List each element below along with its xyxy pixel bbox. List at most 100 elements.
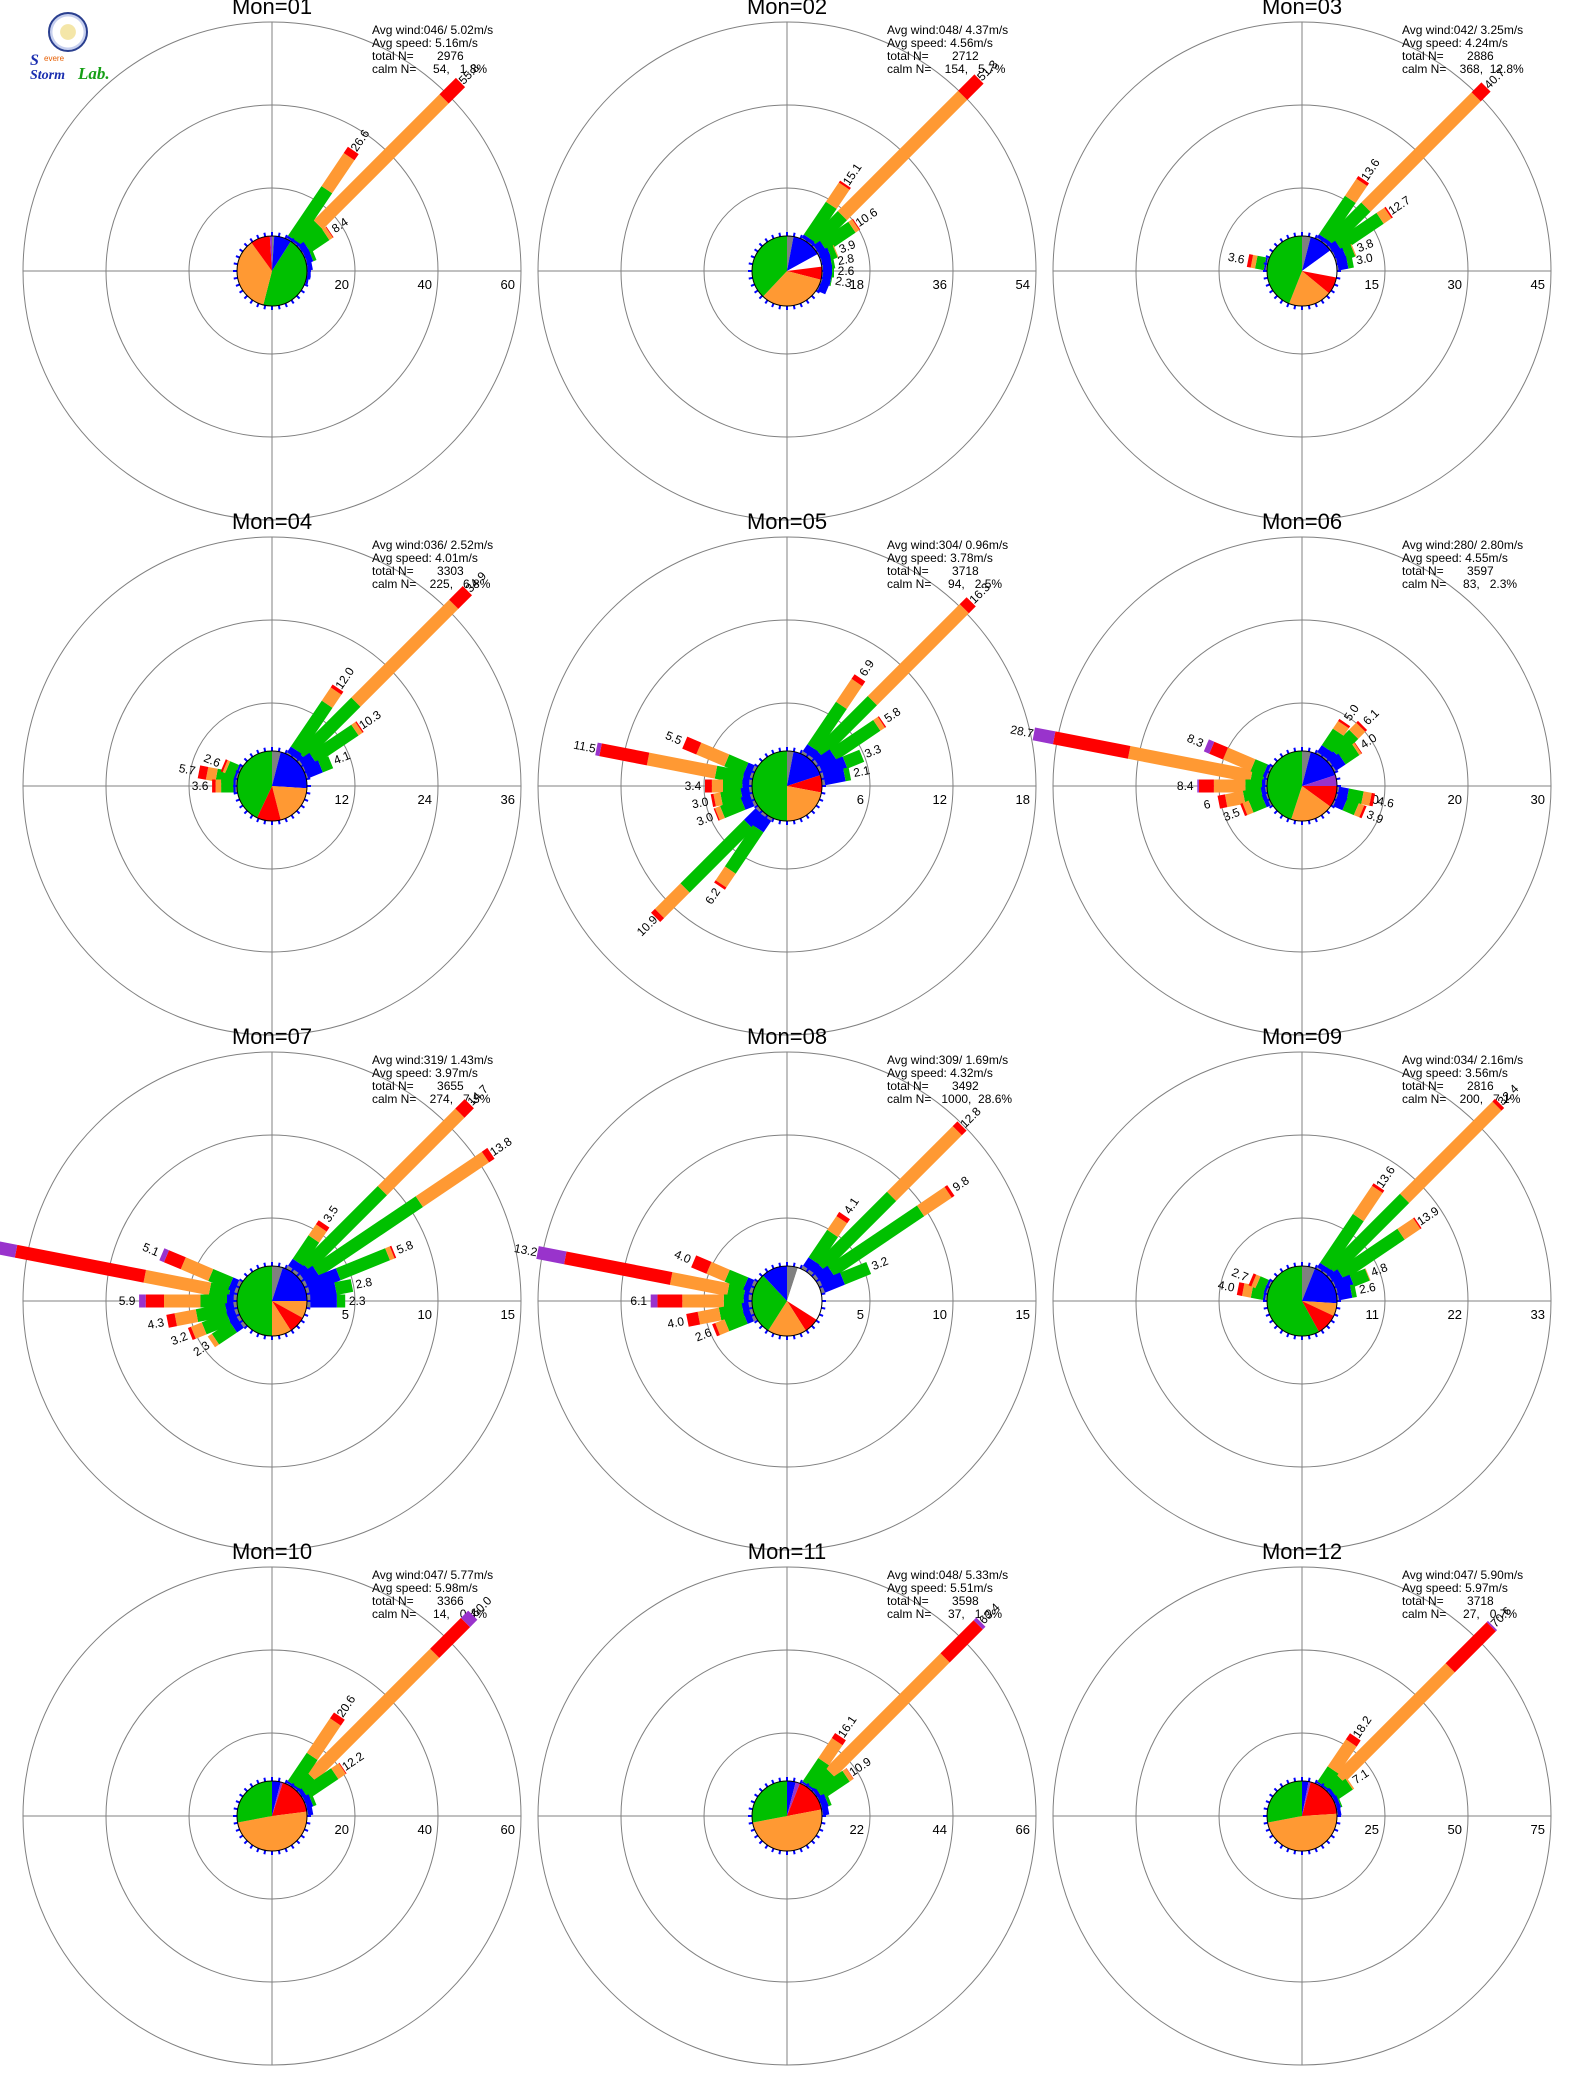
petal-segment — [595, 742, 602, 757]
pie-slice — [237, 1811, 307, 1851]
pie-edge-tick — [1333, 770, 1339, 774]
petal-label: 13.2 — [513, 1241, 539, 1259]
pie-edge-tick — [1320, 238, 1325, 243]
petal: 5.1 — [140, 1240, 243, 1294]
petal: 12.0 — [286, 664, 357, 761]
pie-edge-tick — [235, 1828, 241, 1832]
petal-segment — [564, 1251, 673, 1285]
pie-edge-tick — [1269, 1319, 1274, 1324]
pie-edge-tick — [764, 1329, 769, 1334]
pie-edge-tick — [818, 283, 824, 287]
pie-edge-tick — [1269, 1278, 1274, 1283]
pie-outline — [751, 750, 823, 822]
petal-segment — [1445, 1622, 1496, 1673]
pie-edge-tick — [821, 276, 826, 280]
stat-line: total N= 2712 — [887, 49, 979, 63]
pie-edge-tick — [1293, 820, 1297, 825]
pie-edge-tick — [290, 299, 295, 304]
petal: 5.5 — [663, 728, 758, 779]
ring-label: 30 — [1531, 792, 1545, 807]
pie-edge-tick — [799, 1332, 803, 1338]
petal-segment — [321, 687, 342, 708]
stat-line: Avg speed: 5.97m/s — [1402, 1581, 1508, 1595]
pie-edge-tick — [235, 1313, 241, 1317]
petal-segment — [308, 1793, 317, 1807]
petal-segment — [1349, 1284, 1357, 1298]
logo-storm-text: Storm — [30, 68, 66, 83]
petal-segment — [300, 1265, 320, 1285]
pie-edge-tick — [1330, 1319, 1335, 1324]
pie-slice — [1302, 1301, 1334, 1332]
petal-segment — [1413, 1217, 1422, 1229]
petal-label: 3.2 — [169, 1329, 190, 1348]
ring-label: 24 — [418, 792, 432, 807]
petal-label: 5.5 — [663, 728, 684, 748]
petal-label: 6.1 — [1360, 706, 1382, 728]
petal: 4.1 — [302, 748, 353, 779]
petal-segment — [1353, 803, 1365, 818]
petal-label: 3.9 — [837, 237, 858, 256]
stat-line: calm N= 37, 1.0% — [887, 1607, 1002, 1621]
pie-edge-tick — [748, 276, 753, 280]
ring-label: 5 — [342, 1307, 349, 1322]
petal-segment — [740, 794, 755, 810]
petal-segment — [334, 1279, 354, 1295]
petal-segment — [163, 1250, 186, 1270]
petal-segment — [297, 697, 361, 761]
university-seal-icon — [48, 12, 88, 52]
pie-edge-tick — [1286, 749, 1290, 755]
stat-line: calm N= 94, 2.5% — [887, 577, 1002, 591]
stat-line: Avg wind:048/ 5.33m/s — [887, 1568, 1008, 1582]
petal-segment — [1127, 746, 1253, 783]
petal-segment — [1369, 792, 1376, 807]
ring-label: 5 — [857, 1307, 864, 1322]
pie-edge-tick — [277, 305, 281, 310]
petal: 3.0 — [695, 793, 757, 829]
petal-segment — [1319, 195, 1356, 242]
petal-segment — [322, 227, 333, 241]
pie-edge-tick — [758, 1787, 763, 1792]
pie-slice — [257, 786, 281, 821]
petal: 40.7 — [1322, 65, 1508, 251]
petal-segment — [377, 1108, 465, 1196]
pie-edge-tick — [750, 1828, 756, 1832]
petal-segment — [650, 1294, 658, 1308]
petal-segment — [714, 806, 725, 821]
pie-edge-tick — [1320, 814, 1325, 819]
ring-label: 12 — [335, 792, 349, 807]
petal-segment — [336, 1294, 346, 1308]
pie-edge-tick — [815, 804, 820, 809]
stat-line: total N= 3655 — [372, 1079, 464, 1093]
pie-edge-tick — [284, 234, 288, 240]
pie-slice — [787, 266, 822, 280]
petal-segment — [1248, 795, 1267, 813]
petal-label: 4.0 — [666, 1314, 685, 1331]
pie-edge-tick — [750, 1285, 756, 1289]
pie-slice — [751, 1781, 787, 1823]
pie-edge-tick — [811, 242, 816, 247]
petal-segment — [343, 146, 359, 161]
pie-edge-tick — [778, 1262, 782, 1267]
pie-edge-tick — [1336, 777, 1341, 781]
petal-segment — [1332, 721, 1349, 736]
petal-segment — [817, 279, 831, 295]
pie-edge-tick — [1333, 798, 1339, 802]
pie-edge-tick — [748, 1821, 753, 1825]
petal-segment — [1255, 1276, 1269, 1292]
petal-segment — [973, 1617, 986, 1630]
petal-segment — [712, 1323, 720, 1337]
petal: 8.4 — [1177, 779, 1267, 793]
petal-label: 2.7 — [1230, 1265, 1251, 1285]
petal: 3.2 — [169, 1308, 242, 1348]
pie-edge-tick — [1330, 248, 1335, 253]
petal-label: 8.3 — [1185, 731, 1206, 751]
petal-segment — [713, 792, 723, 807]
pie-edge-tick — [758, 242, 763, 247]
ring-label: 18 — [1016, 792, 1030, 807]
pie-edge-tick — [778, 1850, 782, 1855]
ring-label: 15 — [1365, 277, 1379, 292]
pie-edge-tick — [1273, 1840, 1278, 1845]
